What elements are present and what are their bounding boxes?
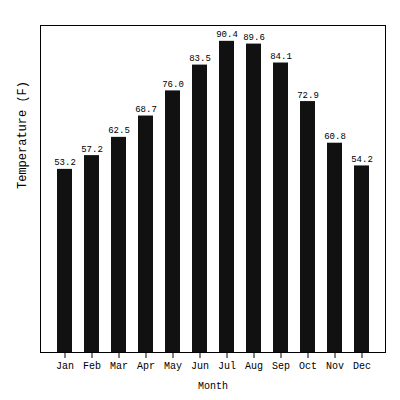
- svg-text:60.8: 60.8: [324, 132, 346, 142]
- svg-text:Mar: Mar: [110, 361, 128, 372]
- svg-text:Month: Month: [198, 381, 228, 392]
- svg-text:68.7: 68.7: [135, 105, 157, 115]
- svg-text:Aug: Aug: [245, 361, 263, 372]
- svg-text:Jan: Jan: [56, 361, 74, 372]
- svg-text:83.5: 83.5: [189, 54, 211, 64]
- svg-text:53.2: 53.2: [54, 158, 76, 168]
- svg-text:62.5: 62.5: [108, 126, 130, 136]
- svg-text:84.1: 84.1: [270, 52, 292, 62]
- svg-text:57.2: 57.2: [81, 145, 103, 155]
- svg-text:Temperature (F): Temperature (F): [16, 81, 30, 189]
- svg-text:May: May: [164, 361, 182, 372]
- svg-text:Nov: Nov: [326, 361, 344, 372]
- svg-text:76.0: 76.0: [162, 80, 184, 90]
- svg-text:Apr: Apr: [137, 361, 155, 372]
- svg-text:89.6: 89.6: [243, 33, 265, 43]
- svg-text:Feb: Feb: [83, 361, 101, 372]
- svg-text:Dec: Dec: [353, 361, 371, 372]
- svg-text:Sep: Sep: [272, 361, 290, 372]
- svg-text:54.2: 54.2: [351, 155, 373, 165]
- svg-text:90.4: 90.4: [216, 30, 238, 40]
- svg-text:Oct: Oct: [299, 361, 317, 372]
- svg-text:Jun: Jun: [191, 361, 209, 372]
- svg-text:Jul: Jul: [218, 361, 236, 372]
- svg-text:72.9: 72.9: [297, 91, 319, 101]
